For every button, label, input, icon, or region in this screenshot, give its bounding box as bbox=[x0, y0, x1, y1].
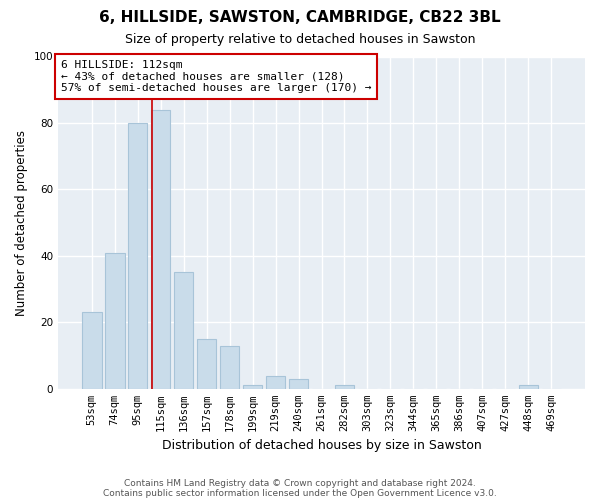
X-axis label: Distribution of detached houses by size in Sawston: Distribution of detached houses by size … bbox=[161, 440, 481, 452]
Bar bbox=[174, 272, 193, 389]
Text: Size of property relative to detached houses in Sawston: Size of property relative to detached ho… bbox=[125, 32, 475, 46]
Text: Contains public sector information licensed under the Open Government Licence v3: Contains public sector information licen… bbox=[103, 488, 497, 498]
Bar bbox=[197, 339, 217, 389]
Bar bbox=[220, 346, 239, 389]
Bar bbox=[243, 386, 262, 389]
Bar bbox=[105, 252, 125, 389]
Bar bbox=[151, 110, 170, 389]
Bar bbox=[518, 386, 538, 389]
Bar bbox=[335, 386, 354, 389]
Text: Contains HM Land Registry data © Crown copyright and database right 2024.: Contains HM Land Registry data © Crown c… bbox=[124, 478, 476, 488]
Text: 6, HILLSIDE, SAWSTON, CAMBRIDGE, CB22 3BL: 6, HILLSIDE, SAWSTON, CAMBRIDGE, CB22 3B… bbox=[99, 10, 501, 25]
Y-axis label: Number of detached properties: Number of detached properties bbox=[15, 130, 28, 316]
Bar bbox=[128, 123, 148, 389]
Text: 6 HILLSIDE: 112sqm
← 43% of detached houses are smaller (128)
57% of semi-detach: 6 HILLSIDE: 112sqm ← 43% of detached hou… bbox=[61, 60, 371, 93]
Bar bbox=[289, 379, 308, 389]
Bar bbox=[82, 312, 101, 389]
Bar bbox=[266, 376, 286, 389]
